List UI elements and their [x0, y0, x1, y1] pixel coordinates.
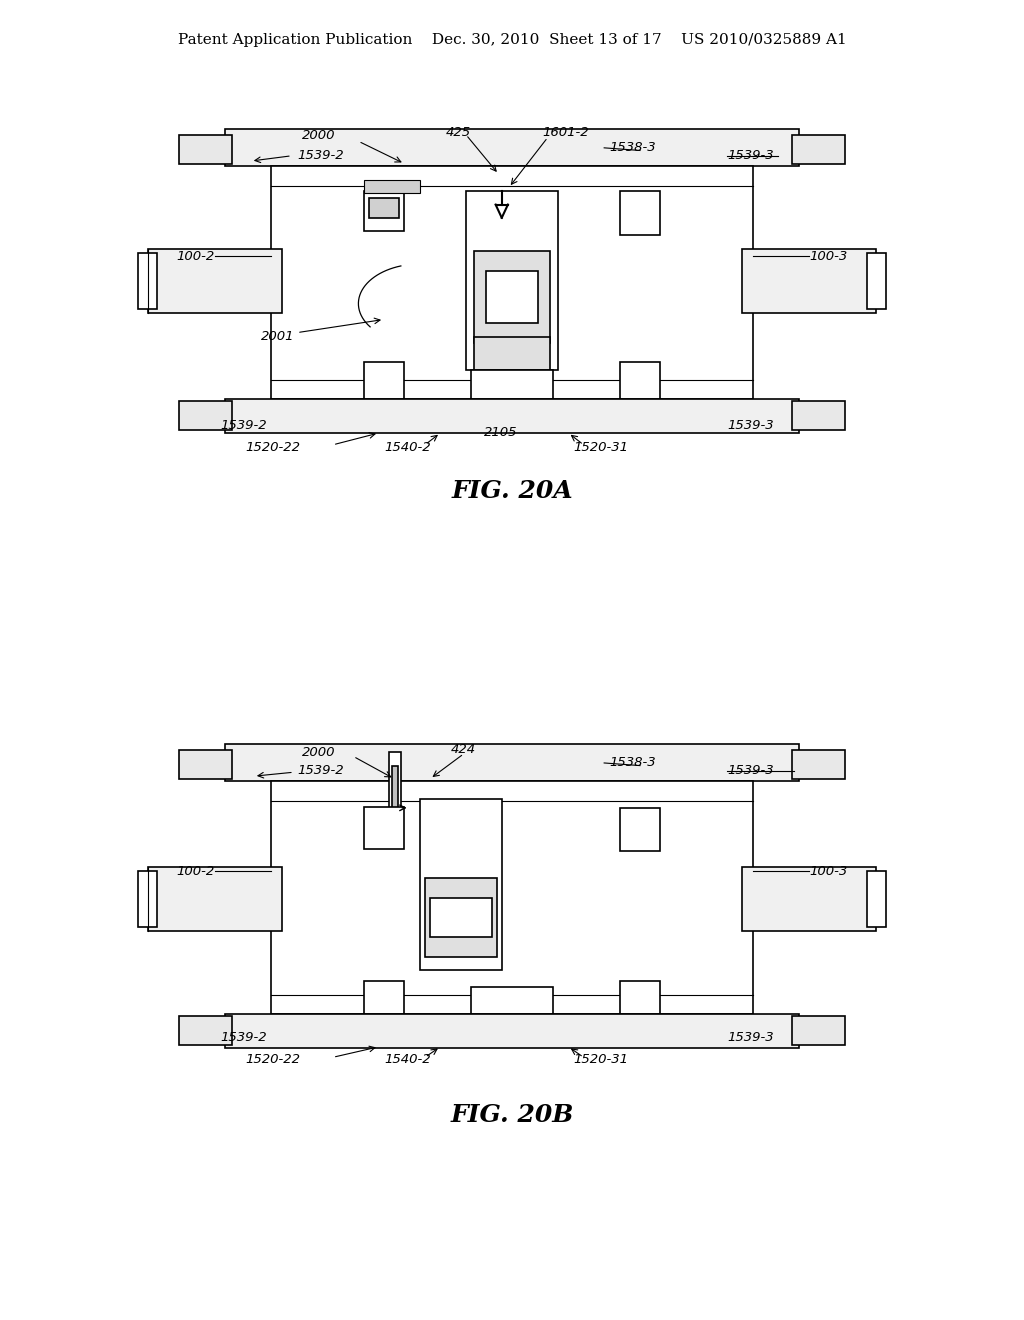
Text: 1540-2: 1540-2	[384, 441, 431, 454]
Bar	[474, 337, 550, 370]
Bar	[742, 249, 876, 313]
Text: 2105: 2105	[484, 426, 518, 440]
Bar	[867, 871, 886, 927]
Bar	[486, 271, 538, 323]
Text: 1539-3: 1539-3	[727, 764, 774, 777]
Bar	[271, 166, 753, 399]
Bar	[471, 370, 553, 399]
Text: 1540-2: 1540-2	[384, 1053, 431, 1067]
Bar	[620, 981, 660, 1014]
Text: 1539-2: 1539-2	[220, 1031, 267, 1044]
Text: 1520-31: 1520-31	[573, 441, 629, 454]
Bar	[138, 253, 157, 309]
Text: 100-3: 100-3	[809, 865, 847, 878]
Text: 1539-2: 1539-2	[297, 149, 344, 162]
Bar	[792, 1016, 845, 1045]
Bar	[425, 878, 497, 957]
Text: 1538-3: 1538-3	[609, 141, 656, 154]
Text: 1539-2: 1539-2	[220, 418, 267, 432]
Text: 100-2: 100-2	[177, 865, 215, 878]
Bar	[148, 867, 282, 931]
Bar	[620, 808, 660, 851]
Text: 1538-3: 1538-3	[609, 756, 656, 770]
Bar	[271, 781, 753, 1014]
Bar	[179, 135, 232, 164]
Bar	[148, 249, 282, 313]
Text: 100-3: 100-3	[809, 249, 847, 263]
Bar	[179, 401, 232, 430]
Text: FIG. 20A: FIG. 20A	[452, 479, 572, 503]
Text: 1601-2: 1601-2	[543, 125, 590, 139]
Bar	[364, 191, 404, 231]
Bar	[392, 766, 398, 818]
Text: 425: 425	[445, 125, 471, 139]
Text: 100-2: 100-2	[177, 249, 215, 263]
Bar	[225, 399, 799, 433]
Bar	[138, 871, 157, 927]
Bar	[364, 807, 404, 849]
Text: 2000: 2000	[302, 746, 336, 759]
Bar	[867, 253, 886, 309]
Bar	[179, 1016, 232, 1045]
Bar	[466, 191, 558, 370]
Bar	[792, 401, 845, 430]
Bar	[620, 191, 660, 235]
Bar	[792, 750, 845, 779]
Bar	[389, 752, 401, 832]
Text: 1520-22: 1520-22	[246, 441, 301, 454]
Bar	[225, 129, 799, 166]
Text: 424: 424	[451, 743, 476, 756]
Bar	[364, 362, 404, 399]
Bar	[179, 750, 232, 779]
Bar	[369, 198, 399, 218]
Text: 1520-31: 1520-31	[573, 1053, 629, 1067]
Bar	[430, 898, 492, 937]
Text: FIG. 20B: FIG. 20B	[451, 1104, 573, 1127]
Bar	[742, 867, 876, 931]
Text: 1520-22: 1520-22	[246, 1053, 301, 1067]
Bar	[364, 180, 420, 193]
Bar	[225, 1014, 799, 1048]
Text: 1539-3: 1539-3	[727, 418, 774, 432]
Bar	[420, 799, 502, 970]
Bar	[620, 362, 660, 399]
Bar	[471, 987, 553, 1014]
Bar	[225, 744, 799, 781]
Text: Patent Application Publication    Dec. 30, 2010  Sheet 13 of 17    US 2010/03258: Patent Application Publication Dec. 30, …	[177, 33, 847, 48]
Text: 2001: 2001	[261, 330, 295, 343]
Text: 1539-3: 1539-3	[727, 149, 774, 162]
Bar	[474, 251, 550, 343]
Text: 1539-2: 1539-2	[297, 764, 344, 777]
Bar	[364, 981, 404, 1014]
Text: 1539-3: 1539-3	[727, 1031, 774, 1044]
Text: 2000: 2000	[302, 129, 336, 143]
Bar	[792, 135, 845, 164]
